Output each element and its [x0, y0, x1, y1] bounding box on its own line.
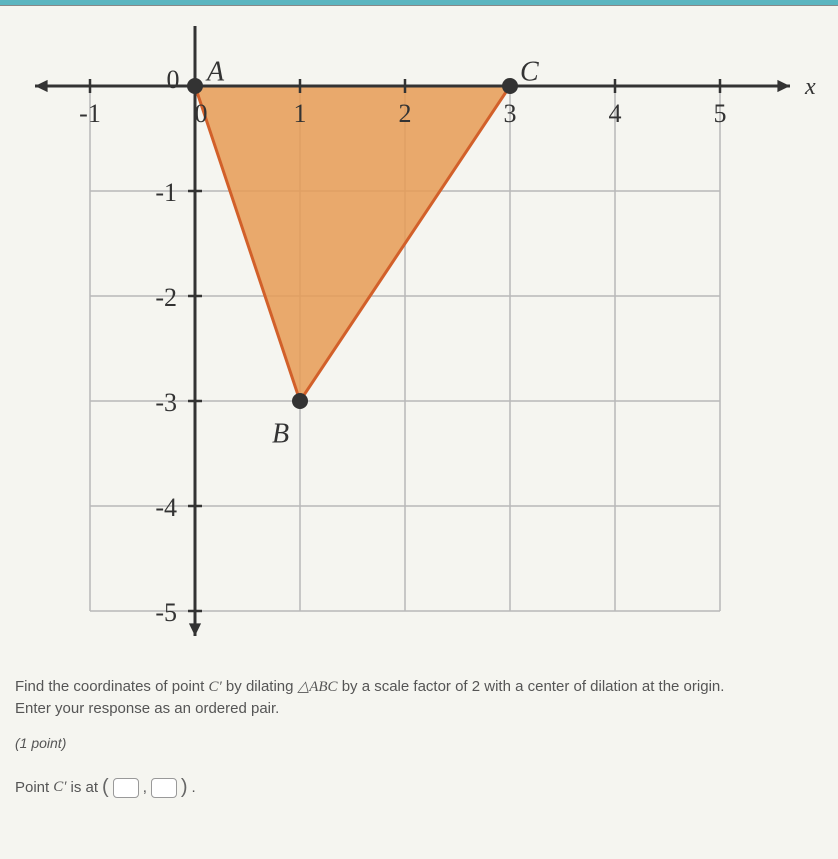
svg-text:5: 5 — [714, 99, 727, 128]
svg-text:C: C — [520, 56, 539, 87]
answer-x-input[interactable] — [113, 778, 139, 798]
answer-c: C′ — [53, 779, 66, 796]
open-paren: ( — [102, 776, 109, 799]
svg-text:-3: -3 — [155, 388, 177, 417]
question-line-2: Enter your response as an ordered pair. — [15, 700, 823, 717]
coordinate-chart: x -1 0 1 2 3 4 5 0 -1 -2 -3 -4 -5 A C B — [0, 6, 838, 656]
close-paren: ) — [181, 776, 188, 799]
answer-y-input[interactable] — [151, 778, 177, 798]
svg-text:0: 0 — [167, 65, 180, 94]
q1-tri: △ABC — [298, 679, 338, 695]
svg-text:-5: -5 — [155, 598, 177, 627]
svg-text:2: 2 — [399, 99, 412, 128]
svg-text:-1: -1 — [79, 99, 101, 128]
svg-text:B: B — [272, 418, 289, 449]
chart-svg: x -1 0 1 2 3 4 5 0 -1 -2 -3 -4 -5 A C B — [0, 6, 838, 656]
svg-text:0: 0 — [195, 99, 208, 128]
q1-post: by a scale factor of 2 with a center of … — [338, 678, 725, 695]
svg-text:-1: -1 — [155, 178, 177, 207]
svg-text:-2: -2 — [155, 283, 177, 312]
svg-text:A: A — [205, 56, 225, 87]
answer-mid: is at — [71, 779, 99, 796]
answer-row: Point C′ is at ( , ) . — [15, 776, 823, 799]
svg-text:4: 4 — [609, 99, 622, 128]
period: . — [192, 779, 196, 796]
comma: , — [143, 779, 147, 796]
q1-cprime: C′ — [208, 679, 221, 695]
svg-text:3: 3 — [504, 99, 517, 128]
q1-pre: Find the coordinates of point — [15, 678, 208, 695]
svg-text:1: 1 — [294, 99, 307, 128]
question-block: Find the coordinates of point C′ by dila… — [0, 656, 838, 809]
question-line-1: Find the coordinates of point C′ by dila… — [15, 676, 823, 698]
svg-text:-4: -4 — [155, 493, 177, 522]
answer-pre: Point — [15, 779, 49, 796]
points-label: (1 point) — [15, 735, 823, 751]
svg-text:x: x — [804, 74, 816, 100]
q1-mid: by dilating — [222, 678, 298, 695]
